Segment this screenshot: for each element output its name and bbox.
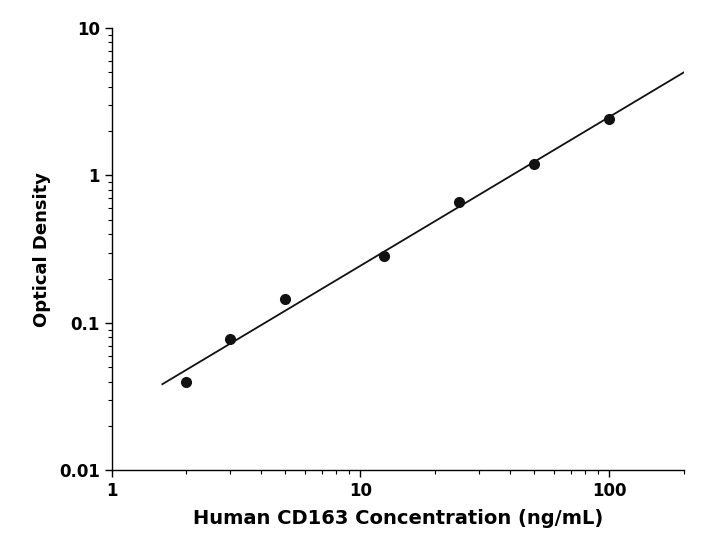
Point	[279, 295, 291, 304]
Point	[603, 115, 615, 124]
Point	[181, 377, 192, 386]
Point	[528, 159, 540, 168]
X-axis label: Human CD163 Concentration (ng/mL): Human CD163 Concentration (ng/mL)	[193, 508, 603, 528]
Point	[225, 334, 236, 343]
Point	[454, 198, 465, 207]
Y-axis label: Optical Density: Optical Density	[32, 172, 50, 326]
Point	[379, 251, 390, 260]
